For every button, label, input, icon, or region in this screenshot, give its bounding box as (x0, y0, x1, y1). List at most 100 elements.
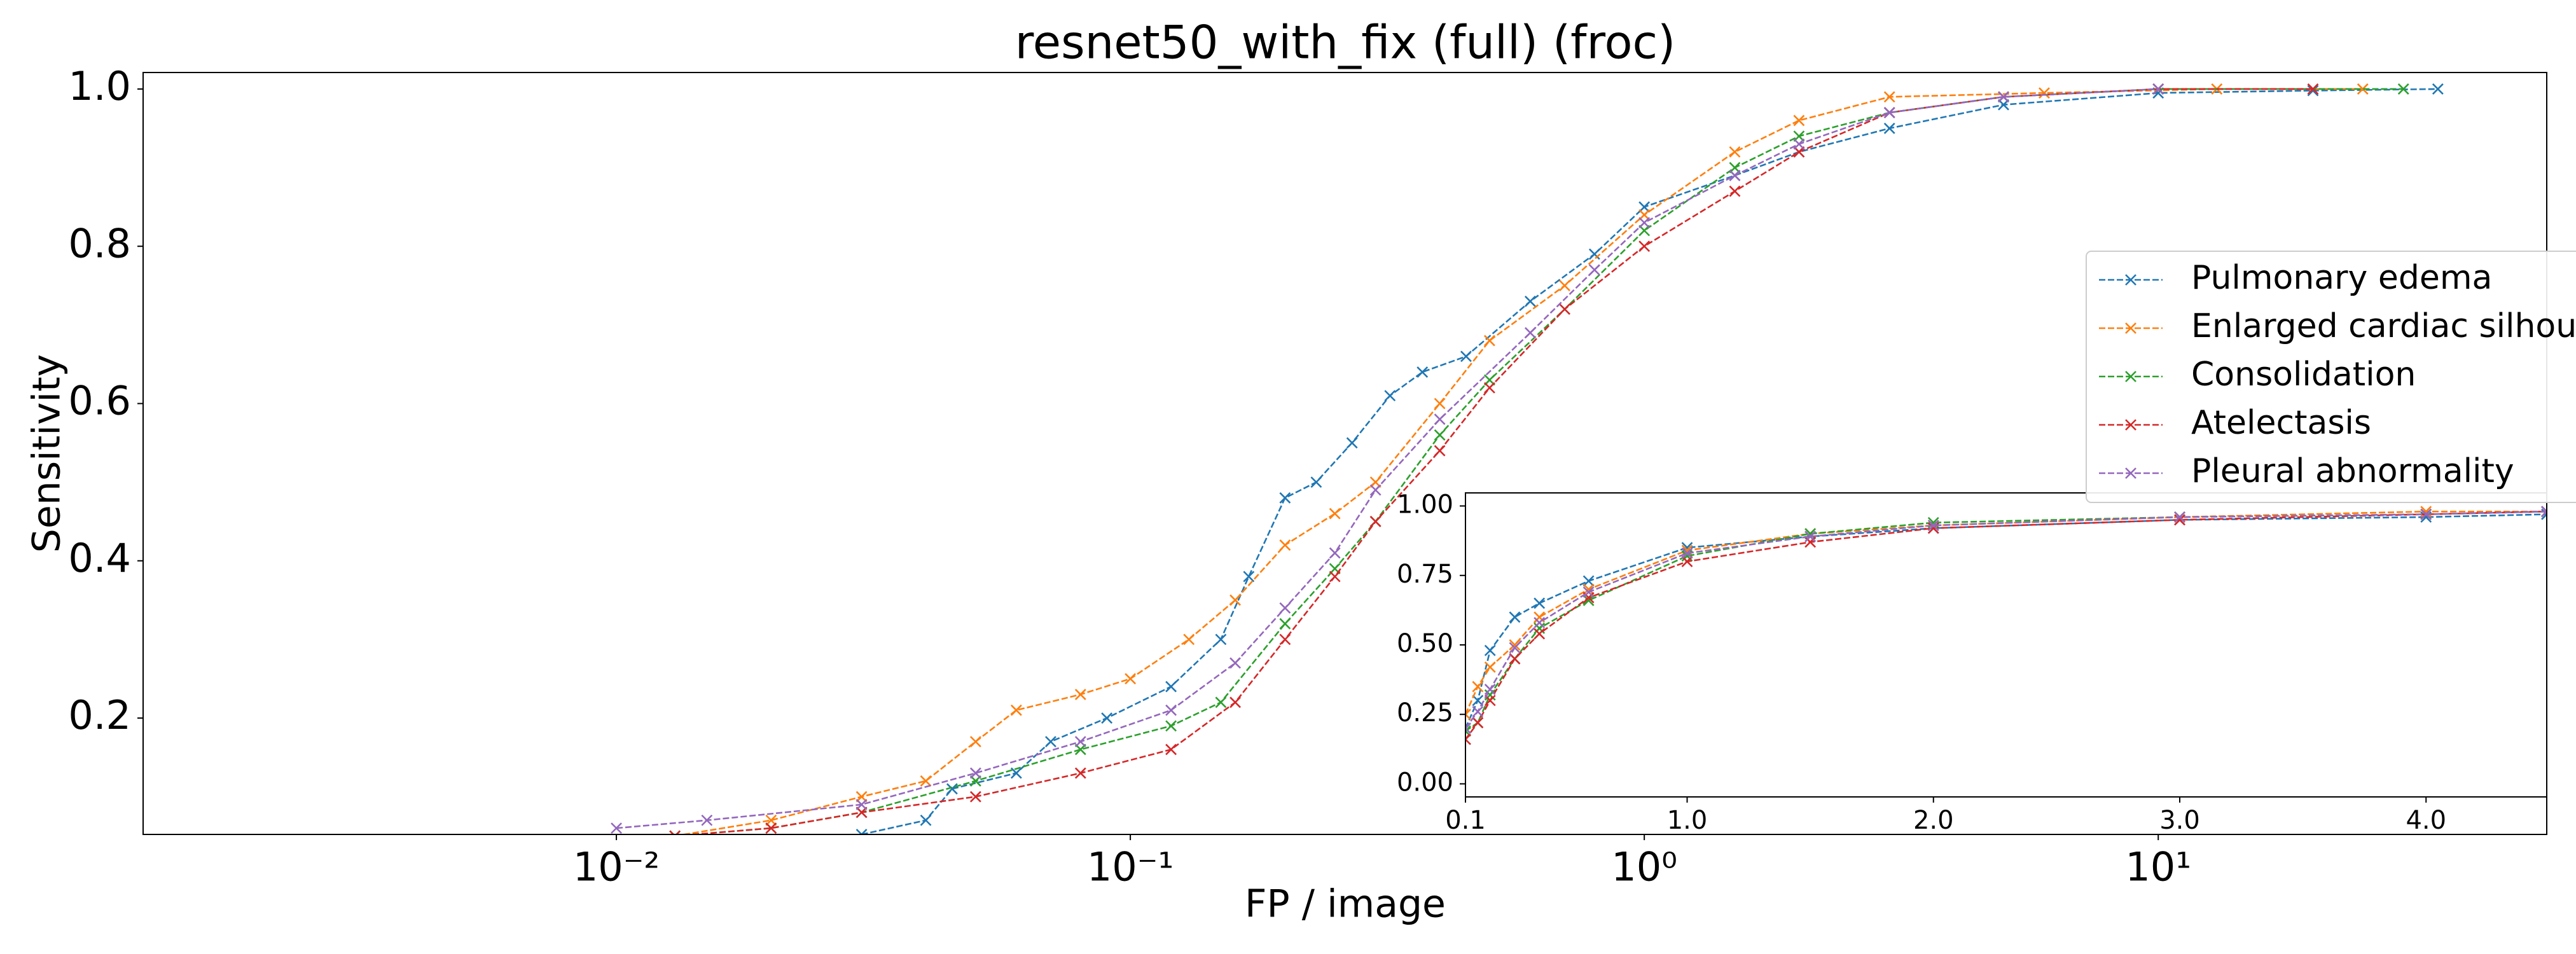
data-point (1416, 366, 1429, 378)
data-point (2420, 508, 2432, 520)
y-tick-label: 0.6 (68, 378, 131, 424)
data-point (1460, 350, 1472, 363)
data-point (1010, 767, 1022, 779)
data-point (701, 814, 713, 826)
data-point (1434, 429, 1446, 441)
data-point (969, 767, 981, 779)
legend-marker (2125, 419, 2136, 431)
data-point (1559, 280, 1570, 291)
legend: Pulmonary edema Enlarged cardiac silhouet… (2086, 251, 2576, 503)
legend-marker (2125, 371, 2136, 382)
data-point (1165, 720, 1177, 732)
data-point (1434, 398, 1446, 410)
data-point (1729, 185, 1741, 197)
y-tick-label: 0.4 (68, 535, 131, 581)
x-tick-label: 10¹ (2125, 844, 2191, 890)
data-point (1883, 122, 1895, 134)
data-point (1384, 390, 1396, 402)
data-point (1484, 644, 1496, 656)
data-point (969, 736, 981, 748)
legend-box (2086, 251, 2576, 503)
data-point (2174, 511, 2185, 523)
data-point (1183, 633, 1195, 646)
data-point (1329, 570, 1341, 583)
data-point (1484, 335, 1495, 347)
data-point (2357, 83, 2369, 95)
legend-label: Consolidation (2191, 356, 2416, 394)
data-point (1215, 696, 1227, 709)
data-point (1484, 382, 1495, 394)
data-point (1582, 575, 1595, 587)
x-tick-label: 1.0 (1667, 806, 1708, 835)
x-tick-label: 4.0 (2406, 806, 2446, 835)
data-point (1243, 570, 1255, 583)
data-point (1074, 736, 1086, 748)
x-tick-label: 0.1 (1445, 806, 1486, 835)
legend-label: Atelectasis (2191, 404, 2371, 442)
data-point (1729, 170, 1741, 181)
data-point (1465, 709, 1471, 721)
data-point (1010, 704, 1022, 716)
y-axis-label: Sensitivity (25, 354, 69, 553)
data-point (1472, 717, 1484, 729)
legend-marker (2125, 322, 2136, 334)
data-point (1588, 248, 1600, 260)
chart-title: resnet50_with_fix (full) (froc) (1015, 16, 1675, 69)
data-point (1472, 705, 1484, 717)
data-point (1793, 114, 1805, 127)
data-point (969, 791, 981, 803)
y-tick-label: 1.00 (1397, 490, 1453, 520)
series-line (679, 88, 2363, 834)
legend-label: Enlarged cardiac silhouette (2191, 307, 2576, 345)
x-tick-label: 2.0 (1913, 806, 1954, 835)
data-point (1329, 508, 1341, 520)
data-point (1165, 704, 1177, 716)
data-point (1229, 657, 1241, 669)
y-tick-label: 0.75 (1397, 560, 1453, 589)
series-line (1465, 510, 2547, 740)
legend-label: Pleural abnormality (2191, 452, 2514, 490)
data-point (1484, 689, 1496, 701)
data-point (1638, 240, 1651, 252)
data-point (920, 775, 932, 787)
x-tick-label: 10⁻² (573, 844, 660, 890)
data-point (2541, 506, 2547, 518)
x-tick-label: 10⁰ (1611, 844, 1677, 890)
data-point (1215, 633, 1227, 646)
data-point (1927, 520, 1939, 532)
series-line (684, 88, 2404, 834)
data-point (1329, 547, 1341, 559)
y-tick-label: 0.25 (1397, 698, 1453, 728)
legend-marker (2125, 467, 2136, 479)
data-point (1681, 542, 1693, 553)
data-point (1310, 476, 1322, 488)
data-point (855, 799, 868, 810)
data-point (1279, 633, 1291, 646)
legend-marker (2125, 274, 2136, 286)
data-point (1165, 743, 1177, 756)
data-point (1793, 138, 1805, 150)
data-point (1229, 696, 1241, 709)
data-point (946, 783, 958, 795)
y-tick-label: 0.50 (1397, 629, 1453, 658)
data-point (1883, 107, 1895, 118)
data-point (1534, 617, 1546, 628)
data-point (1509, 639, 1521, 651)
data-point (2432, 83, 2444, 95)
legend-label: Pulmonary edema (2191, 259, 2492, 297)
data-point (1524, 295, 1536, 307)
data-point (1509, 653, 1521, 665)
data-point (1534, 628, 1546, 640)
data-point (1582, 586, 1595, 598)
y-tick-label: 0.00 (1397, 768, 1453, 797)
data-point (1369, 484, 1381, 496)
data-point (1279, 492, 1291, 504)
data-point (1125, 673, 1137, 685)
data-point (1559, 303, 1570, 315)
data-point (1101, 712, 1113, 724)
data-point (2039, 87, 2050, 99)
data-point (1434, 445, 1446, 457)
data-point (1465, 733, 1471, 745)
